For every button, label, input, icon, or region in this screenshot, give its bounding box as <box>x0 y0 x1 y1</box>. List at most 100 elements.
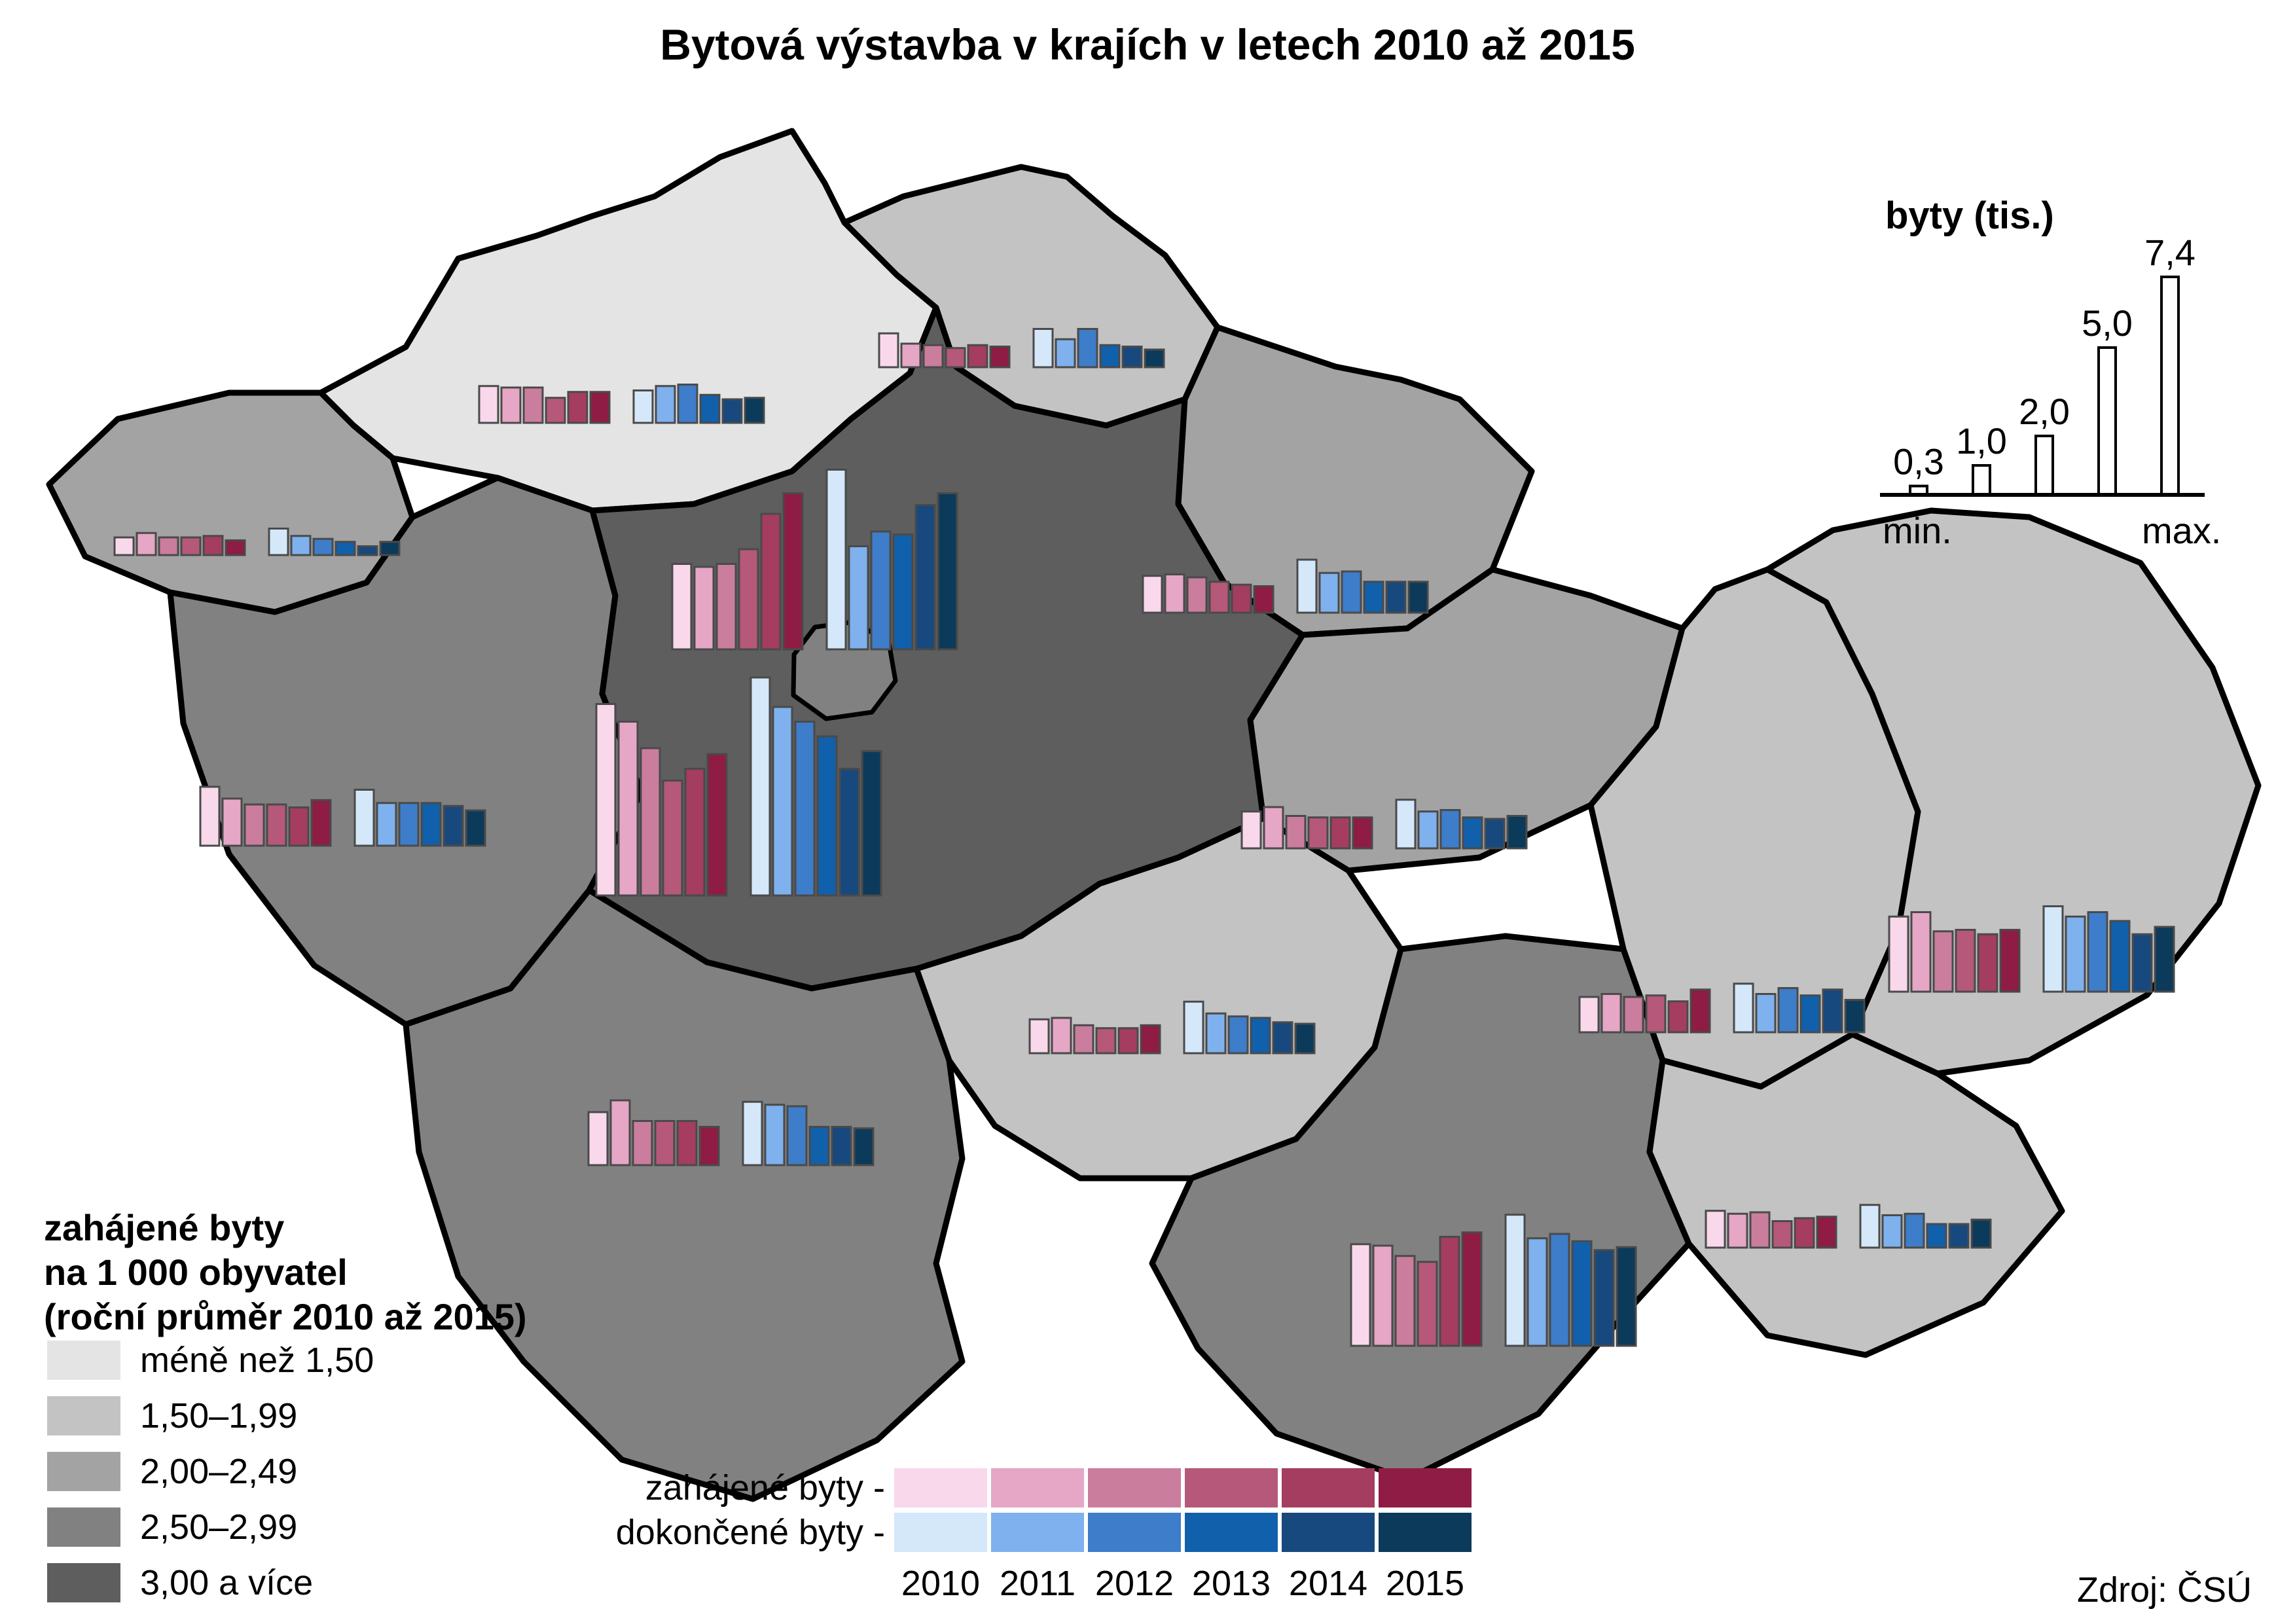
choropleth-class-row-4: 3,00 a více <box>47 1563 374 1602</box>
bar-jihocesky-zahajene-2011 <box>609 1099 631 1166</box>
bar-olomoucky-dokoncene-2010 <box>1733 983 1754 1034</box>
bar-praha-zahajene-2014 <box>760 513 782 651</box>
bar-kralovehradecky-dokoncene-2015 <box>1407 581 1429 614</box>
bar-praha-zahajene-2011 <box>693 566 715 651</box>
bar-ustecky-zahajene-2014 <box>567 391 588 424</box>
bar-pardubicky-zahajene-2010 <box>1240 810 1262 850</box>
bar-jihomoravsky-dokoncene-2015 <box>1616 1246 1637 1347</box>
choropleth-class-label-0: méně než 1,50 <box>140 1341 374 1380</box>
year-label-2014: 2014 <box>1288 1564 1368 1603</box>
bar-karlovarsky-dokoncene-2011 <box>290 535 312 556</box>
choropleth-class-swatch-4 <box>47 1563 120 1602</box>
bar-karlovarsky-zahajene-2010 <box>113 536 135 556</box>
bar-kralovehradecky-zahajene-2013 <box>1208 581 1230 614</box>
region-pardubicky <box>1247 566 1686 874</box>
series-legend-swatches-zahajene <box>894 1468 1472 1507</box>
choropleth-class-label-1: 1,50–1,99 <box>140 1396 298 1435</box>
bar-kralovehradecky-dokoncene-2013 <box>1363 581 1384 614</box>
bar-pardubicky-dokoncene-2014 <box>1484 818 1506 850</box>
bar-ustecky-dokoncene-2012 <box>677 384 698 424</box>
bar-kralovehradecky-dokoncene-2014 <box>1385 581 1407 614</box>
bar-pardubicky-dokoncene-2010 <box>1395 799 1417 850</box>
series-color-legend: zahájené byty - dokončené byty -2010 2011 2… <box>615 1468 1472 1604</box>
bar-liberecky-dokoncene-2011 <box>1055 338 1076 369</box>
bar-vysocina-zahajene-2015 <box>1140 1024 1161 1055</box>
year-label-2010: 2010 <box>901 1564 981 1603</box>
series-swatch-dokoncene-2013 <box>1185 1513 1278 1552</box>
bar-plzensky-dokoncene-2012 <box>398 802 420 847</box>
bar-stredocesky-dokoncene-2014 <box>839 768 860 897</box>
choropleth-legend-title-line1: zahájené byty <box>44 1207 285 1248</box>
bar-olomoucky-zahajene-2012 <box>1623 996 1644 1034</box>
bar-vysocina-dokoncene-2013 <box>1250 1017 1271 1055</box>
choropleth-class-label-4: 3,00 a více <box>140 1563 314 1602</box>
bar-jihocesky-dokoncene-2010 <box>742 1100 763 1166</box>
choropleth-legend-items: méně než 1,50 1,50–1,99 2,00–2,49 2,50–2,99… <box>47 1341 374 1619</box>
choropleth-class-swatch-1 <box>47 1396 120 1435</box>
bar-vysocina-dokoncene-2015 <box>1294 1022 1316 1055</box>
choropleth-class-swatch-0 <box>47 1341 120 1380</box>
bar-moravskoslezsky-dokoncene-2012 <box>2087 911 2108 993</box>
bar-moravskoslezsky-zahajene-2015 <box>1999 929 2021 993</box>
bar-zlinsky-dokoncene-2013 <box>1926 1223 1947 1249</box>
bar-olomoucky-dokoncene-2015 <box>1844 999 1866 1034</box>
bar-karlovarsky-zahajene-2014 <box>202 535 224 556</box>
size-legend-value-label: 7,4 <box>2144 232 2196 273</box>
bar-karlovarsky-zahajene-2011 <box>136 532 157 556</box>
bar-ustecky-zahajene-2013 <box>545 397 566 424</box>
bar-praha-dokoncene-2015 <box>937 492 958 651</box>
bar-plzensky-zahajene-2011 <box>221 797 243 847</box>
bar-ustecky-dokoncene-2010 <box>632 389 654 424</box>
choropleth-class-label-2: 2,00–2,49 <box>140 1452 298 1491</box>
series-swatch-zahajene-2014 <box>1282 1468 1375 1507</box>
source-text: Zdroj: ČSÚ <box>2076 1570 2252 1610</box>
bar-vysocina-zahajene-2013 <box>1095 1027 1117 1055</box>
bar-ustecky-zahajene-2012 <box>522 386 544 424</box>
bar-plzensky-zahajene-2012 <box>244 803 265 847</box>
bar-liberecky-zahajene-2010 <box>878 332 899 369</box>
series-swatch-zahajene-2015 <box>1379 1468 1472 1507</box>
bar-ustecky-dokoncene-2015 <box>744 397 765 424</box>
bar-olomoucky-zahajene-2011 <box>1600 993 1622 1034</box>
series-swatch-zahajene-2013 <box>1185 1468 1278 1507</box>
bar-liberecky-zahajene-2015 <box>989 346 1011 369</box>
bar-jihocesky-dokoncene-2013 <box>808 1126 830 1166</box>
size-legend-min-label: min. <box>1883 510 1952 551</box>
bar-olomoucky-dokoncene-2012 <box>1777 987 1799 1034</box>
size-legend-bar-7,4 <box>2160 276 2180 496</box>
series-legend-label-dokoncene: dokončené byty - <box>615 1513 885 1552</box>
year-label-2015: 2015 <box>1385 1564 1465 1603</box>
bar-zlinsky-zahajene-2014 <box>1794 1217 1815 1249</box>
bar-olomoucky-zahajene-2013 <box>1645 994 1667 1034</box>
bar-vysocina-dokoncene-2010 <box>1183 1000 1204 1055</box>
bar-ustecky-dokoncene-2011 <box>655 385 676 424</box>
bar-plzensky-zahajene-2010 <box>199 785 221 847</box>
size-legend-value-label: 5,0 <box>2082 302 2133 344</box>
choropleth-class-label-3: 2,50–2,99 <box>140 1507 298 1547</box>
bar-pardubicky-zahajene-2013 <box>1307 816 1329 850</box>
bar-jihocesky-dokoncene-2015 <box>853 1127 875 1166</box>
choropleth-class-swatch-2 <box>47 1452 120 1491</box>
bar-jihomoravsky-dokoncene-2012 <box>1549 1233 1570 1347</box>
bar-stredocesky-zahajene-2013 <box>662 780 683 897</box>
bar-moravskoslezsky-dokoncene-2013 <box>2109 920 2131 993</box>
bar-pardubicky-zahajene-2012 <box>1285 815 1307 850</box>
bar-olomoucky-zahajene-2010 <box>1578 996 1600 1034</box>
bar-stredocesky-zahajene-2011 <box>617 721 639 897</box>
bar-plzensky-dokoncene-2014 <box>443 804 464 847</box>
bar-jihomoravsky-zahajene-2015 <box>1461 1231 1483 1347</box>
bar-jihomoravsky-zahajene-2010 <box>1350 1243 1371 1347</box>
choropleth-legend-title: zahájené byty na 1 000 obyvatel (roční p… <box>44 1206 527 1339</box>
bar-vysocina-zahajene-2010 <box>1028 1018 1050 1055</box>
bar-zlinsky-dokoncene-2011 <box>1881 1214 1903 1249</box>
bar-moravskoslezsky-dokoncene-2010 <box>2042 905 2064 993</box>
bar-moravskoslezsky-dokoncene-2015 <box>2154 926 2175 993</box>
bar-stredocesky-dokoncene-2011 <box>772 706 793 897</box>
bar-kralovehradecky-zahajene-2015 <box>1253 585 1274 614</box>
series-legend-row-zahajene: zahájené byty - <box>615 1468 1472 1508</box>
bar-olomoucky-dokoncene-2011 <box>1755 993 1777 1034</box>
bar-moravskoslezsky-dokoncene-2014 <box>2131 933 2153 993</box>
region-karlovarsky <box>46 389 416 615</box>
bar-zlinsky-zahajene-2013 <box>1771 1220 1793 1249</box>
